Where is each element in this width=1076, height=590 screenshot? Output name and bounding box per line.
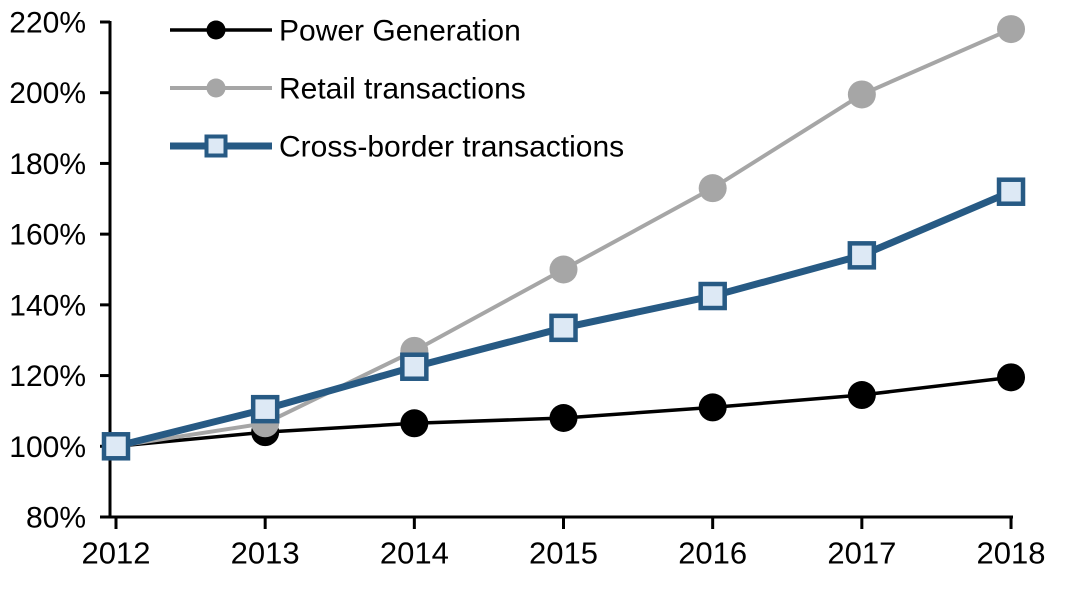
- y-axis-tick-label: 160%: [9, 219, 86, 252]
- legend-item-retail-transactions: Retail transactions: [170, 73, 526, 106]
- legend-label: Power Generation: [279, 15, 521, 48]
- axis-ticks: [100, 20, 1013, 529]
- data-point-retail-transactions: [847, 80, 876, 109]
- data-point-cross-border-transactions: [996, 177, 1026, 206]
- y-axis-tick-label: 180%: [9, 148, 86, 181]
- data-point-power-generation: [549, 404, 578, 432]
- y-axis-tick-label: 120%: [9, 360, 86, 393]
- x-axis-tick-label: 2018: [977, 536, 1046, 571]
- data-point-cross-border-transactions: [698, 281, 727, 311]
- data-point-cross-border-transactions: [400, 352, 429, 381]
- axis-tick-labels: 220% 200% 180% 160% 140% 120% 100% 80%2012 2013 2…: [9, 7, 1045, 571]
- data-point-retail-transactions: [997, 15, 1026, 44]
- series-cross-border-transactions: [101, 177, 1026, 461]
- x-axis-tick-label: 2013: [231, 536, 300, 571]
- data-point-power-generation: [847, 381, 876, 410]
- y-axis-tick-label: 200%: [9, 77, 86, 110]
- legend-marker-circle-icon: [206, 78, 226, 98]
- x-axis-tick-label: 2015: [529, 536, 598, 571]
- legend-marker-circle-icon: [206, 20, 226, 40]
- y-axis-tick-label: 80%: [26, 502, 86, 535]
- legend-label: Retail transactions: [279, 73, 526, 106]
- x-axis-tick-label: 2014: [380, 536, 449, 571]
- data-point-retail-transactions: [698, 174, 727, 203]
- legend: Power Generation Retail transactions Cross…: [170, 15, 624, 164]
- data-point-power-generation: [400, 409, 429, 438]
- data-point-retail-transactions: [549, 255, 578, 284]
- data-point-cross-border-transactions: [549, 313, 578, 343]
- legend-marker-square-icon: [204, 134, 228, 158]
- x-axis-tick-label: 2016: [678, 536, 747, 571]
- data-point-cross-border-transactions: [847, 241, 877, 270]
- y-axis-tick-label: 100%: [9, 431, 86, 464]
- legend-item-power-generation: Power Generation: [170, 15, 521, 48]
- y-axis-tick-label: 220%: [9, 7, 86, 40]
- data-point-cross-border-transactions: [101, 432, 131, 461]
- data-point-power-generation: [698, 393, 727, 422]
- y-axis-tick-label: 140%: [9, 289, 86, 322]
- x-axis-tick-label: 2017: [827, 536, 896, 571]
- legend-item-cross-border-transactions: Cross-border transactions: [170, 131, 624, 164]
- legend-label: Cross-border transactions: [279, 131, 624, 164]
- data-point-cross-border-transactions: [250, 394, 280, 424]
- series-line-retail-transactions: [115, 27, 1012, 449]
- x-axis-tick-label: 2012: [82, 536, 151, 571]
- data-point-power-generation: [997, 363, 1026, 392]
- series-plot-area: [101, 15, 1026, 461]
